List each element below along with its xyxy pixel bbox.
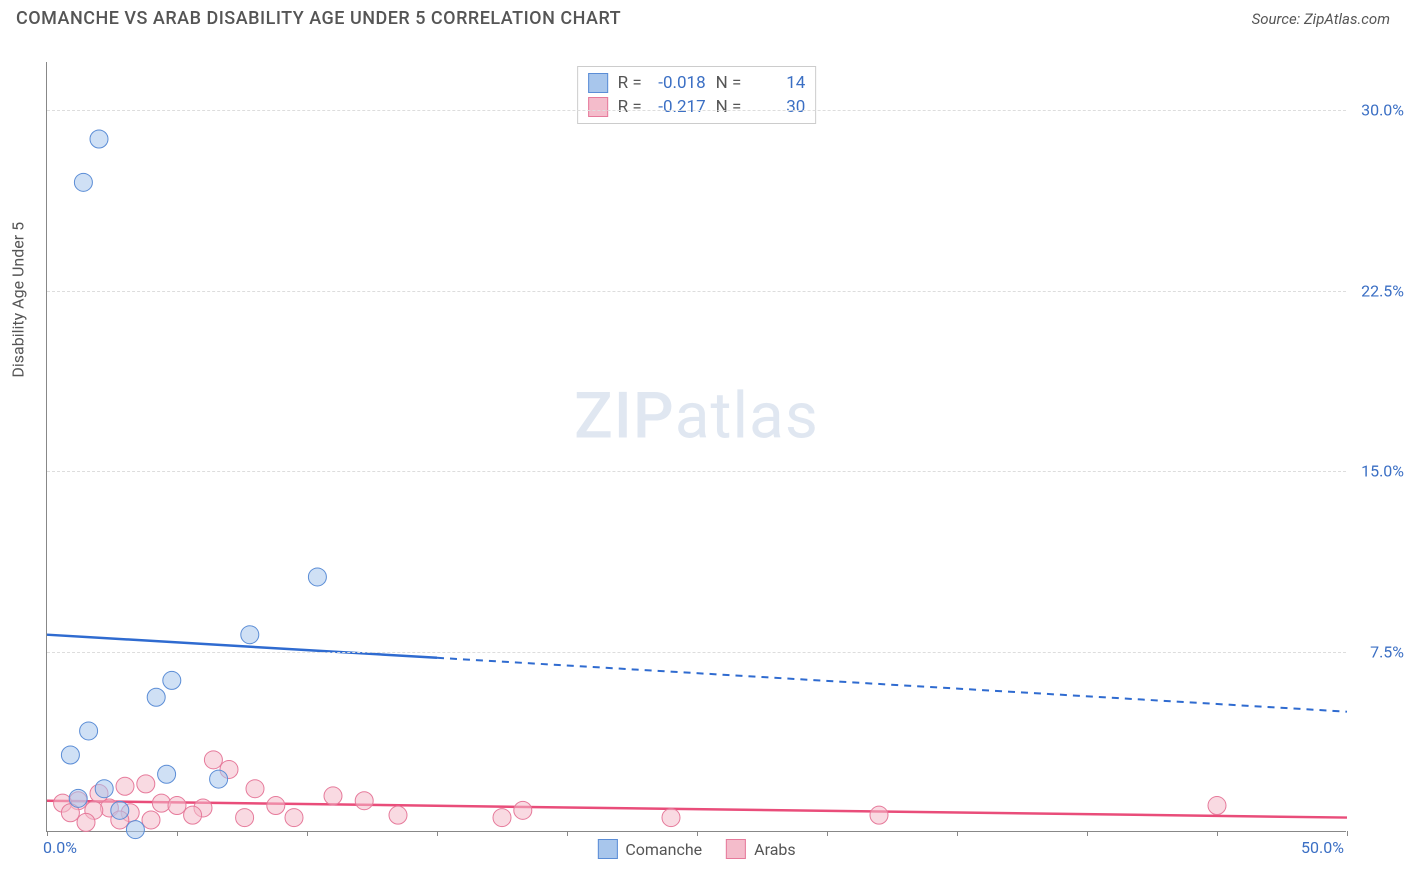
header: COMANCHE VS ARAB DISABILITY AGE UNDER 5 … [0, 0, 1406, 33]
swatch-arabs [588, 97, 608, 117]
legend-item-arabs: Arabs [726, 839, 796, 859]
legend-label-comanche: Comanche [625, 840, 702, 859]
y-tick-label: 22.5% [1354, 281, 1404, 300]
chart-title: COMANCHE VS ARAB DISABILITY AGE UNDER 5 … [16, 8, 621, 29]
x-tick [957, 831, 958, 836]
y-axis-label: Disability Age Under 5 [9, 222, 28, 378]
x-tick [47, 831, 48, 836]
x-tick [1217, 831, 1218, 836]
r-value-comanche: -0.018 [652, 73, 706, 93]
x-tick-label: 50.0% [1301, 838, 1344, 857]
legend-row-arabs: R = -0.217 N = 30 [588, 95, 806, 119]
grid-line [47, 652, 1346, 653]
legend-series: Comanche Arabs [597, 839, 795, 859]
x-tick [697, 831, 698, 836]
legend-correlation: R = -0.018 N = 14 R = -0.217 N = 30 [577, 66, 817, 124]
grid-line [47, 291, 1346, 292]
legend-row-comanche: R = -0.018 N = 14 [588, 71, 806, 95]
n-value-arabs: 30 [751, 97, 805, 117]
r-value-arabs: -0.217 [652, 97, 706, 117]
swatch-arabs-bottom [726, 839, 746, 859]
n-value-comanche: 14 [751, 73, 805, 93]
x-tick-label: 0.0% [43, 838, 77, 857]
swatch-comanche [588, 73, 608, 93]
grid-line [47, 110, 1346, 111]
chart-plot-area: ZIPatlas R = -0.018 N = 14 R = -0.217 N … [46, 62, 1346, 832]
x-tick [437, 831, 438, 836]
x-tick [567, 831, 568, 836]
source-label: Source: ZipAtlas.com [1252, 10, 1390, 28]
x-tick [307, 831, 308, 836]
legend-item-comanche: Comanche [597, 839, 702, 859]
x-tick [827, 831, 828, 836]
x-tick [1087, 831, 1088, 836]
y-tick-label: 15.0% [1354, 462, 1404, 481]
legend-label-arabs: Arabs [754, 840, 796, 859]
x-tick [1347, 831, 1348, 836]
plot-svg [47, 62, 1346, 831]
y-tick-label: 30.0% [1354, 101, 1404, 120]
swatch-comanche-bottom [597, 839, 617, 859]
grid-line [47, 471, 1346, 472]
x-tick [177, 831, 178, 836]
y-tick-label: 7.5% [1354, 642, 1404, 661]
